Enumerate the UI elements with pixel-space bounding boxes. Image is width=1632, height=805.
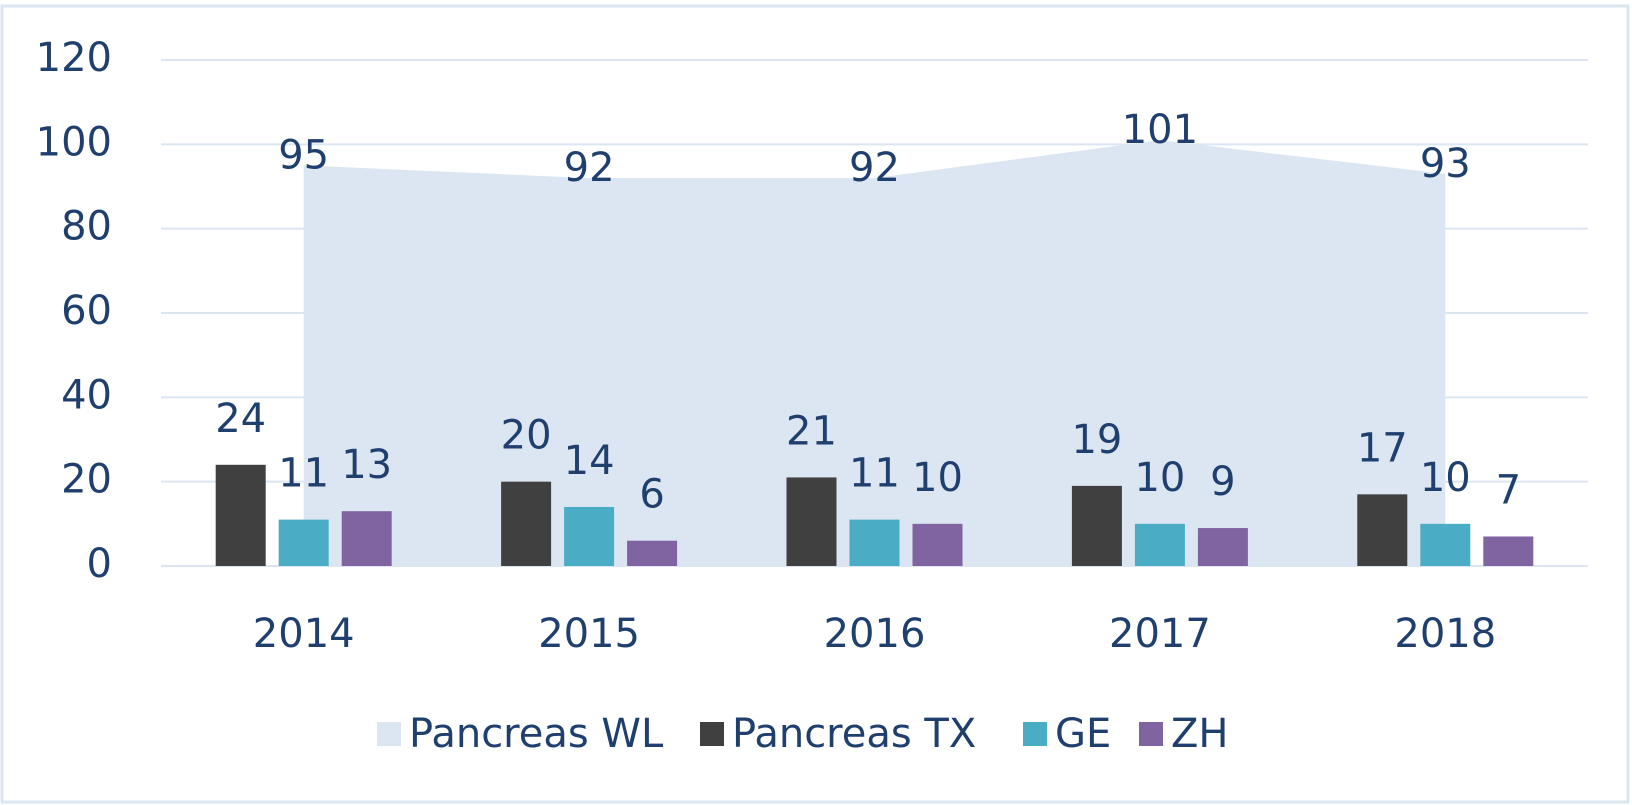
- x-tick-label: 2014: [253, 611, 355, 657]
- legend-label: ZH: [1171, 711, 1228, 757]
- data-label: 10: [1134, 455, 1185, 501]
- data-label: 20: [501, 413, 552, 459]
- bar: [786, 477, 837, 566]
- data-label: 7: [1496, 467, 1521, 513]
- data-label: 14: [564, 438, 615, 484]
- data-label: 95: [278, 132, 329, 178]
- bar: [912, 523, 963, 566]
- y-tick-label: 0: [87, 541, 112, 587]
- bar: [564, 506, 615, 566]
- data-label: 101: [1122, 107, 1198, 153]
- data-label: 10: [1420, 455, 1471, 501]
- legend-swatch: [700, 722, 724, 746]
- data-label: 10: [912, 455, 963, 501]
- legend-label: GE: [1055, 711, 1111, 757]
- x-tick-label: 2015: [538, 611, 640, 657]
- bar: [1134, 523, 1185, 566]
- data-label: 93: [1420, 141, 1471, 187]
- legend-swatch: [377, 722, 401, 746]
- legend-swatch: [1139, 722, 1163, 746]
- legend-label: Pancreas WL: [409, 711, 664, 757]
- y-tick-label: 120: [36, 35, 112, 81]
- area: [303, 140, 1446, 566]
- bar: [215, 464, 266, 566]
- data-label: 13: [341, 442, 392, 488]
- bar: [341, 511, 392, 566]
- data-label: 92: [564, 145, 615, 191]
- bar: [501, 481, 552, 566]
- y-tick-label: 40: [61, 372, 112, 418]
- data-label: 24: [215, 396, 266, 442]
- x-tick-label: 2017: [1109, 611, 1211, 657]
- bar: [1197, 528, 1248, 566]
- data-label: 21: [786, 408, 837, 454]
- data-label: 19: [1071, 417, 1122, 463]
- data-label: 11: [849, 451, 900, 497]
- data-label: 17: [1357, 425, 1408, 471]
- x-tick-label: 2016: [824, 611, 926, 657]
- bar: [1357, 494, 1408, 566]
- bar: [1483, 536, 1534, 566]
- data-label: 92: [849, 145, 900, 191]
- bar: [1071, 485, 1122, 566]
- bar: [1420, 523, 1471, 566]
- bar: [278, 519, 329, 566]
- data-label: 6: [639, 472, 664, 518]
- bar: [627, 540, 678, 566]
- y-tick-label: 100: [36, 119, 112, 165]
- y-tick-label: 80: [61, 204, 112, 250]
- legend-label: Pancreas TX: [732, 711, 976, 757]
- y-tick-label: 60: [61, 288, 112, 334]
- y-tick-label: 20: [61, 457, 112, 503]
- bar: [849, 519, 900, 566]
- data-label: 11: [278, 451, 329, 497]
- x-tick-label: 2018: [1394, 611, 1496, 657]
- data-label: 9: [1210, 459, 1235, 505]
- legend-swatch: [1023, 722, 1047, 746]
